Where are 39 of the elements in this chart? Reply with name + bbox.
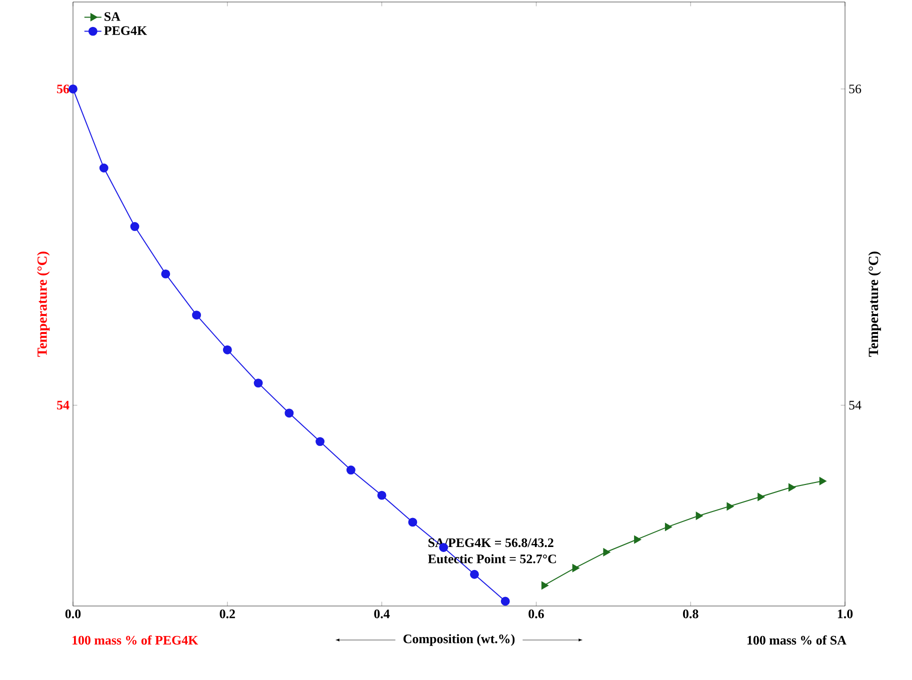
point <box>161 269 170 278</box>
point <box>572 564 580 572</box>
text: 100 mass % of PEG4K <box>72 635 198 645</box>
point <box>408 518 418 527</box>
x-tick-label: 0.8 <box>683 610 698 618</box>
point <box>284 408 294 418</box>
text: 100 mass % of SA <box>748 635 846 645</box>
point <box>819 477 826 486</box>
y2-tick-label: 54 <box>849 400 862 410</box>
point <box>254 378 263 388</box>
point <box>696 512 703 520</box>
point <box>192 310 202 320</box>
y2-axis-title: Temperature (°C) <box>868 252 881 357</box>
point <box>316 437 325 446</box>
legend-label: SA <box>104 12 120 21</box>
legend-label: PEG4K <box>104 26 147 35</box>
y2-tick-label: 56 <box>849 84 862 94</box>
point <box>603 548 610 556</box>
point <box>470 570 479 579</box>
point <box>788 483 796 492</box>
x-tick-label: 1.0 <box>838 610 853 618</box>
x-tick-label: 0.2 <box>220 610 235 618</box>
point <box>68 84 78 94</box>
point <box>130 222 140 232</box>
point <box>726 502 734 510</box>
x-axis-title: Composition (wt.%) <box>404 634 515 646</box>
point <box>634 536 642 544</box>
point <box>758 492 765 501</box>
x-tick-label: 0.0 <box>65 610 81 618</box>
point <box>664 522 672 531</box>
y-axis-title: Temperature (°C) <box>37 252 50 357</box>
x-tick-label: 0.4 <box>374 610 390 618</box>
point <box>541 581 548 590</box>
point <box>346 466 356 475</box>
point <box>99 164 108 172</box>
point <box>377 490 386 500</box>
point <box>500 596 510 606</box>
point <box>222 345 232 354</box>
x-tick-label: 0.6 <box>528 610 544 618</box>
